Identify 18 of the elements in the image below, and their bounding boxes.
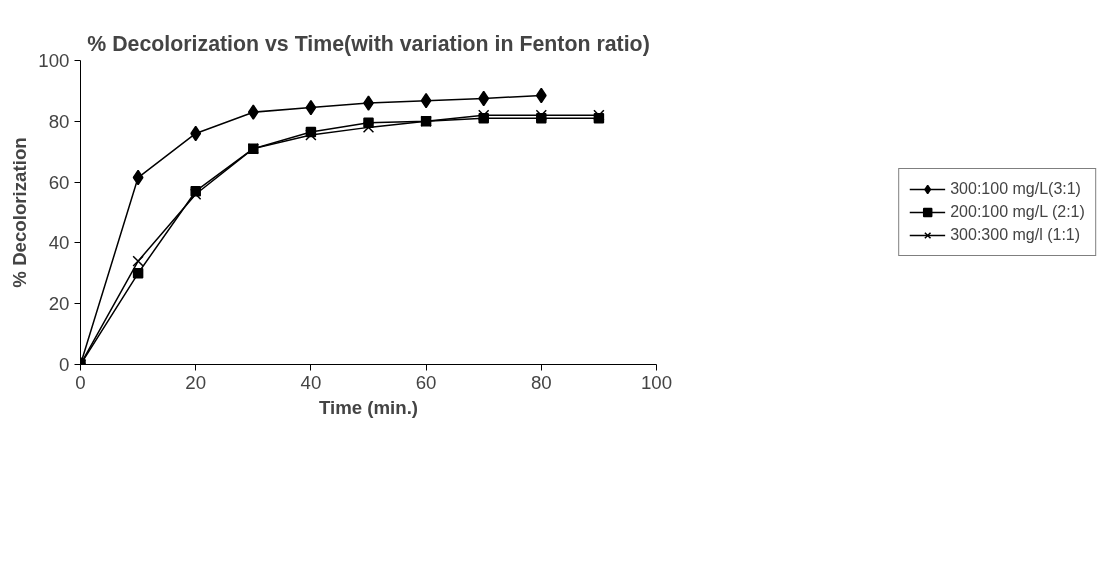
x-tick-label: 40 bbox=[300, 371, 322, 393]
x-tick-label: 80 bbox=[530, 371, 552, 393]
y-tick-label: 40 bbox=[48, 232, 70, 254]
x-axis-title: Time (min.) bbox=[318, 396, 419, 418]
x-tick-label: 20 bbox=[185, 371, 207, 393]
y-tick-label: 100 bbox=[38, 50, 70, 71]
y-axis-title: % Decolorization bbox=[9, 137, 31, 288]
y-tick-label: 80 bbox=[48, 110, 70, 132]
chart-title: % Decolorization vs Time(with variation in Fenton ratio) bbox=[87, 31, 650, 56]
y-tick-label: 60 bbox=[48, 171, 70, 193]
y-tick-label: 20 bbox=[48, 293, 70, 315]
legend-label: 200:100 mg/L (2:1) bbox=[950, 203, 1085, 221]
x-tick-label: 60 bbox=[415, 371, 437, 393]
x-tick-label: 0 bbox=[75, 371, 86, 393]
x-tick-label: 100 bbox=[640, 371, 673, 393]
legend-label: 300:300 mg/l (1:1) bbox=[950, 226, 1081, 244]
y-tick-label: 0 bbox=[59, 354, 70, 375]
legend-label: 300:100 mg/L(3:1) bbox=[950, 180, 1081, 198]
